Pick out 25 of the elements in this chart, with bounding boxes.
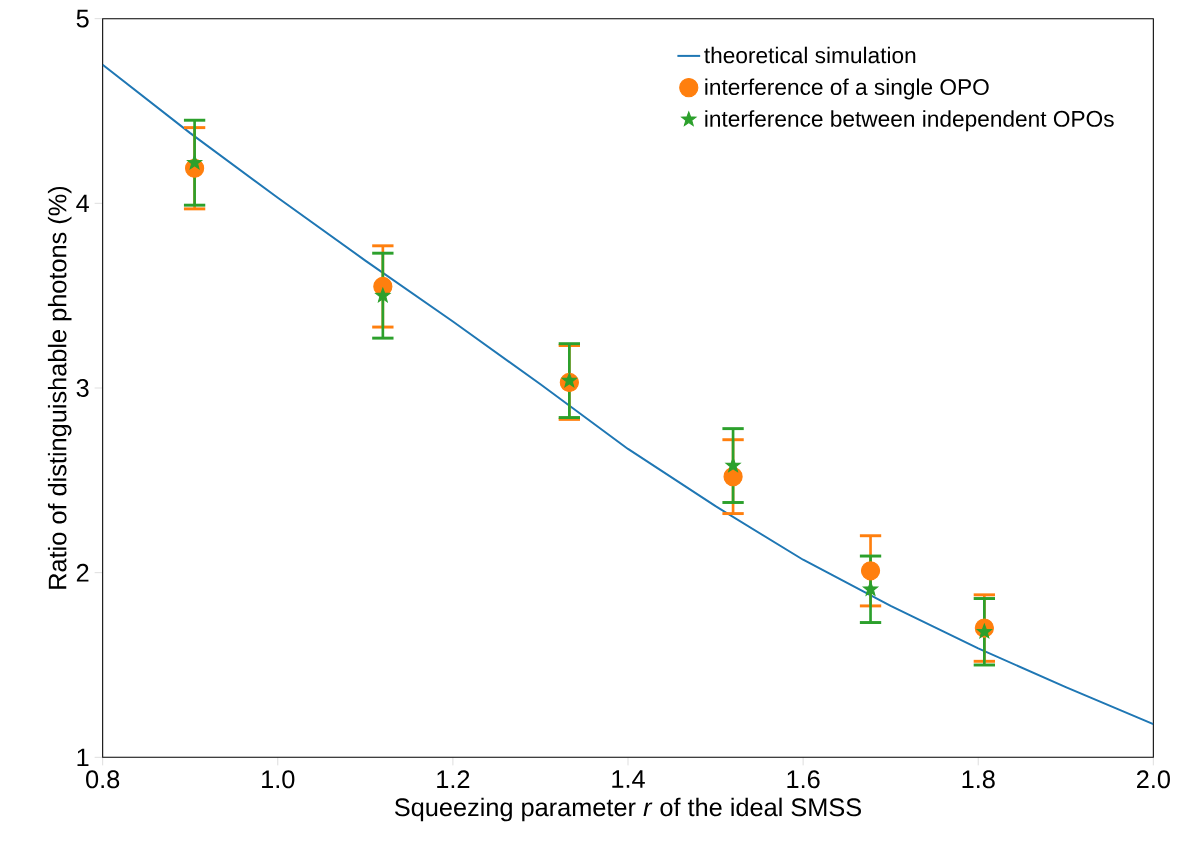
x-tick-label: 1.4 (612, 770, 645, 788)
x-tick-label: 2.0 (1137, 770, 1170, 789)
legend-label: theoretical simulation (704, 46, 916, 64)
point (862, 581, 879, 596)
y-tick-label: 4 (76, 194, 89, 213)
point (976, 623, 992, 639)
legend-label: interference between independent OPOs (705, 110, 1114, 132)
x-tick-label: 1.0 (262, 770, 295, 789)
x-tick-label: 1.8 (962, 770, 995, 789)
point (561, 372, 577, 388)
y-tick-label: 5 (76, 9, 89, 28)
line-series (102, 63, 1154, 726)
y-tick-label: 2 (76, 563, 89, 582)
x-tick-label: 1.6 (787, 770, 820, 789)
x-tick-label: 0.8 (86, 770, 120, 789)
y-tick-label: 1 (77, 748, 89, 767)
point (186, 154, 203, 170)
point (725, 457, 741, 473)
x-axis-title: Squeezing parameter r of the ideal SMSS (394, 797, 861, 822)
y-tick-label: 3 (76, 379, 89, 397)
legend-label: interference of a single OPO (705, 78, 989, 100)
y-axis-title: Ratio of distinguishable photons (%) (47, 186, 72, 589)
x-tick-label: 1.2 (437, 770, 470, 788)
point (375, 287, 391, 303)
point (860, 561, 881, 581)
